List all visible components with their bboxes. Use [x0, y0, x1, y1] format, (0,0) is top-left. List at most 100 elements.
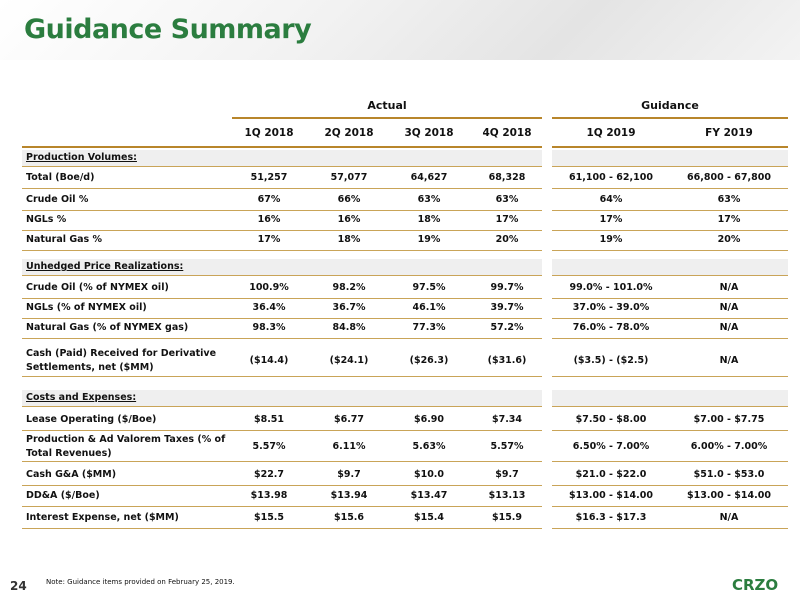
- table-cell: 84.8%: [332, 322, 366, 333]
- table-cell: 64,627: [410, 172, 448, 183]
- table-cell: $13.00 - $14.00: [687, 490, 771, 501]
- table-cell: N/A: [719, 302, 739, 313]
- row-label: Lease Operating ($/Boe): [26, 414, 157, 425]
- section-shade: [22, 150, 542, 166]
- section-shade: [22, 259, 542, 275]
- section-heading: Costs and Expenses:: [26, 392, 137, 403]
- table-cell: 17%: [717, 214, 741, 225]
- row-label: Natural Gas (% of NYMEX gas): [26, 322, 189, 333]
- table-cell: 66%: [337, 194, 361, 205]
- row-label: Cash G&A ($MM): [26, 469, 117, 480]
- group-header-actual: Actual: [367, 99, 407, 112]
- row-separator: [552, 210, 788, 211]
- row-separator: [552, 188, 788, 189]
- row-label: Interest Expense, net ($MM): [26, 512, 179, 523]
- row-separator: [22, 430, 542, 431]
- table-cell: $16.3 - $17.3: [575, 512, 647, 523]
- table-cell: 66,800 - 67,800: [687, 172, 771, 183]
- table-cell: 16%: [257, 214, 281, 225]
- table-cell: 39.7%: [490, 302, 524, 313]
- row-label: Production & Ad Valorem Taxes (% of Tota…: [26, 434, 226, 459]
- row-separator: [22, 528, 542, 529]
- table-cell: N/A: [719, 282, 739, 293]
- table-cell: $22.7: [253, 469, 285, 480]
- row-label: Total (Boe/d): [26, 172, 95, 183]
- table-cell: 19%: [599, 234, 623, 245]
- table-cell: 37.0% - 39.0%: [572, 302, 650, 313]
- header-band: [0, 0, 800, 60]
- table-cell: N/A: [719, 512, 739, 523]
- table-cell: 19%: [417, 234, 441, 245]
- row-separator: [22, 298, 542, 299]
- row-separator: [552, 528, 788, 529]
- row-separator: [552, 430, 788, 431]
- table-cell: 99.0% - 101.0%: [569, 282, 653, 293]
- header-rule: [552, 146, 788, 148]
- section-heading: Production Volumes:: [26, 152, 137, 163]
- page-title: Guidance Summary: [24, 14, 312, 45]
- table-cell: $9.7: [495, 469, 519, 480]
- table-cell: $13.98: [250, 490, 288, 501]
- company-logo: CRZO: [732, 576, 779, 594]
- table-cell: 16%: [337, 214, 361, 225]
- row-separator: [22, 188, 542, 189]
- row-label: Crude Oil %: [26, 194, 89, 205]
- table-cell: 98.3%: [252, 322, 286, 333]
- table-cell: ($26.3): [409, 355, 449, 366]
- table-cell: $6.90: [413, 414, 445, 425]
- table-cell: 36.4%: [252, 302, 286, 313]
- row-separator: [552, 166, 788, 167]
- table-cell: 36.7%: [332, 302, 366, 313]
- table-cell: 57,077: [330, 172, 368, 183]
- table-cell: ($3.5) - ($2.5): [573, 355, 649, 366]
- section-heading: Unhedged Price Realizations:: [26, 261, 184, 272]
- row-separator: [552, 461, 788, 462]
- table-cell: 5.57%: [490, 441, 524, 452]
- table-cell: ($31.6): [487, 355, 527, 366]
- table-cell: 99.7%: [490, 282, 524, 293]
- row-label: DD&A ($/Boe): [26, 490, 100, 501]
- table-cell: $10.0: [413, 469, 445, 480]
- row-separator: [552, 485, 788, 486]
- table-cell: 51,257: [250, 172, 288, 183]
- row-separator: [552, 318, 788, 319]
- table-cell: 68,328: [488, 172, 526, 183]
- group-rule-actual: [232, 117, 542, 119]
- row-separator: [552, 250, 788, 251]
- table-cell: 100.9%: [249, 282, 289, 293]
- table-cell: ($14.4): [249, 355, 289, 366]
- row-separator: [552, 506, 788, 507]
- row-separator: [22, 338, 542, 339]
- row-separator: [22, 318, 542, 319]
- table-cell: 67%: [257, 194, 281, 205]
- table-cell: 6.00% - 7.00%: [690, 441, 768, 452]
- table-cell: 97.5%: [412, 282, 446, 293]
- table-cell: 61,100 - 62,100: [569, 172, 653, 183]
- table-cell: 98.2%: [332, 282, 366, 293]
- table-cell: $51.0 - $53.0: [693, 469, 765, 480]
- row-separator: [22, 210, 542, 211]
- table-cell: ($24.1): [329, 355, 369, 366]
- table-cell: 63%: [495, 194, 519, 205]
- row-separator: [22, 376, 542, 377]
- section-shade: [552, 150, 788, 166]
- table-cell: 77.3%: [412, 322, 446, 333]
- table-cell: $9.7: [337, 469, 361, 480]
- table-cell: 64%: [599, 194, 623, 205]
- row-separator: [22, 506, 542, 507]
- table-cell: $13.00 - $14.00: [569, 490, 653, 501]
- table-cell: $13.94: [330, 490, 368, 501]
- row-separator: [22, 230, 542, 231]
- row-separator: [552, 230, 788, 231]
- table-cell: 57.2%: [490, 322, 524, 333]
- row-separator: [552, 275, 788, 276]
- column-header: 4Q 2018: [482, 127, 532, 139]
- row-separator: [22, 166, 542, 167]
- column-header: 1Q 2019: [586, 127, 636, 139]
- row-separator: [22, 275, 542, 276]
- row-label: NGLs (% of NYMEX oil): [26, 302, 147, 313]
- table-cell: $7.00 - $7.75: [693, 414, 765, 425]
- table-cell: $15.9: [491, 512, 523, 523]
- row-separator: [552, 376, 788, 377]
- table-cell: $15.4: [413, 512, 445, 523]
